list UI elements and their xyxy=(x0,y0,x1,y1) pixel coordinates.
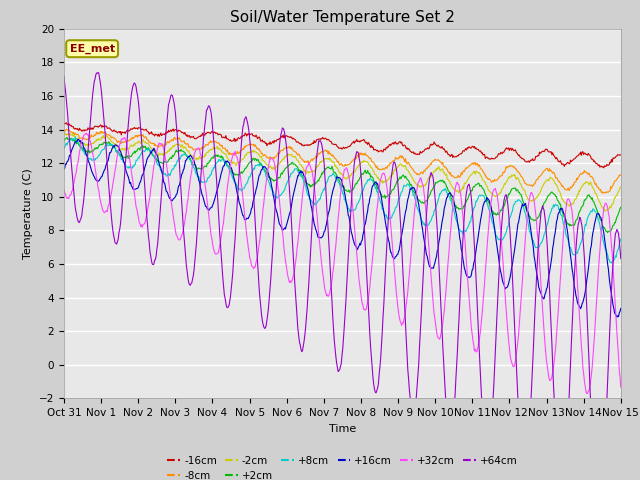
-2cm xyxy=(128,144,136,149)
Line: +8cm: +8cm xyxy=(64,137,621,263)
-2cm xyxy=(411,179,419,185)
+64cm xyxy=(185,279,193,285)
+16cm xyxy=(613,314,621,320)
+32cm xyxy=(617,384,625,390)
-8cm xyxy=(411,169,419,175)
-16cm xyxy=(128,127,136,132)
+16cm xyxy=(74,136,82,142)
-16cm xyxy=(71,126,79,132)
-8cm xyxy=(617,172,625,178)
+8cm xyxy=(617,236,625,242)
+2cm xyxy=(185,154,193,160)
+16cm xyxy=(617,306,625,312)
+8cm xyxy=(411,195,419,201)
+2cm xyxy=(411,191,419,196)
-16cm xyxy=(411,150,419,156)
+64cm xyxy=(411,404,419,409)
-16cm xyxy=(60,120,68,126)
Line: +64cm: +64cm xyxy=(64,72,621,480)
-8cm xyxy=(185,144,193,150)
-2cm xyxy=(617,184,625,190)
-16cm xyxy=(185,133,193,139)
-8cm xyxy=(214,140,222,146)
-16cm xyxy=(428,141,435,147)
Line: -2cm: -2cm xyxy=(64,133,621,211)
Title: Soil/Water Temperature Set 2: Soil/Water Temperature Set 2 xyxy=(230,10,455,25)
Legend: -16cm, -8cm, -2cm, +2cm, +8cm, +16cm, +32cm, +64cm: -16cm, -8cm, -2cm, +2cm, +8cm, +16cm, +3… xyxy=(163,452,522,480)
-16cm xyxy=(214,132,222,138)
Line: -16cm: -16cm xyxy=(64,123,621,168)
+16cm xyxy=(428,265,435,271)
+8cm xyxy=(72,134,79,140)
+64cm xyxy=(60,73,68,79)
+8cm xyxy=(607,260,615,266)
+32cm xyxy=(214,250,222,256)
+64cm xyxy=(617,256,625,262)
-2cm xyxy=(602,208,609,214)
+8cm xyxy=(128,165,136,171)
+32cm xyxy=(584,391,591,396)
-2cm xyxy=(185,148,193,154)
-2cm xyxy=(214,146,222,152)
-8cm xyxy=(428,162,435,168)
+16cm xyxy=(70,142,78,147)
+8cm xyxy=(70,136,78,142)
+2cm xyxy=(63,134,71,140)
Line: -8cm: -8cm xyxy=(64,129,621,193)
+64cm xyxy=(214,203,222,209)
+16cm xyxy=(60,166,68,172)
+8cm xyxy=(185,155,193,160)
+64cm xyxy=(94,70,102,75)
-8cm xyxy=(63,126,70,132)
+32cm xyxy=(428,273,435,279)
+16cm xyxy=(214,184,222,190)
+2cm xyxy=(60,138,68,144)
+32cm xyxy=(70,179,78,185)
Line: +2cm: +2cm xyxy=(64,137,621,233)
+8cm xyxy=(428,217,435,223)
-16cm xyxy=(600,165,607,171)
+2cm xyxy=(428,188,435,194)
Line: +16cm: +16cm xyxy=(64,139,621,317)
+64cm xyxy=(428,169,435,175)
+64cm xyxy=(128,87,136,93)
+32cm xyxy=(128,174,136,180)
+2cm xyxy=(214,152,222,158)
+16cm xyxy=(185,154,193,159)
+32cm xyxy=(185,189,193,195)
-8cm xyxy=(600,190,607,196)
+2cm xyxy=(617,204,625,210)
+8cm xyxy=(214,159,222,165)
-16cm xyxy=(63,120,70,126)
+8cm xyxy=(60,145,68,151)
-8cm xyxy=(71,130,79,136)
Y-axis label: Temperature (C): Temperature (C) xyxy=(23,168,33,259)
-8cm xyxy=(60,127,68,132)
-8cm xyxy=(128,134,136,140)
+16cm xyxy=(128,184,136,190)
-2cm xyxy=(60,131,68,137)
X-axis label: Time: Time xyxy=(329,424,356,433)
+2cm xyxy=(128,152,136,157)
+2cm xyxy=(71,139,79,145)
-2cm xyxy=(61,131,68,136)
-16cm xyxy=(617,152,625,158)
+32cm xyxy=(83,130,90,136)
Text: EE_met: EE_met xyxy=(70,44,115,54)
+2cm xyxy=(604,230,611,236)
+64cm xyxy=(70,193,78,199)
+16cm xyxy=(411,187,419,192)
-2cm xyxy=(428,174,435,180)
+32cm xyxy=(411,205,419,211)
+32cm xyxy=(60,188,68,193)
Line: +32cm: +32cm xyxy=(64,133,621,394)
-2cm xyxy=(71,134,79,140)
